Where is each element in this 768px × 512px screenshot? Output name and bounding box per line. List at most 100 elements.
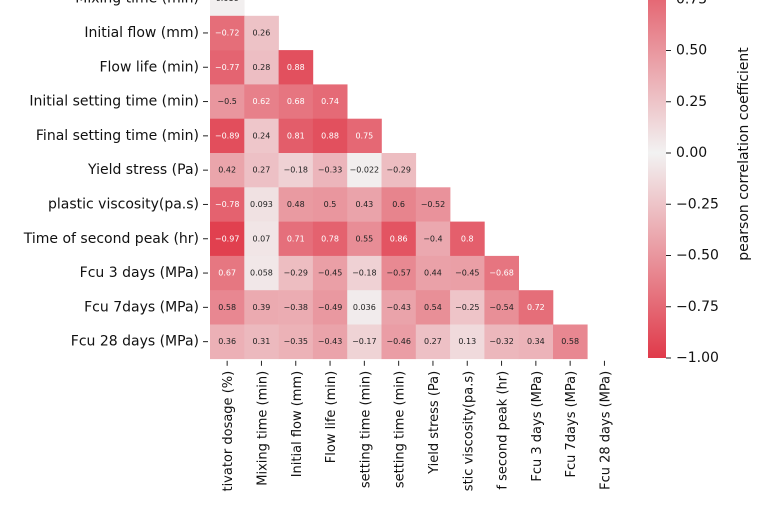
heatmap-cell xyxy=(450,290,485,325)
cell-value-label: −0.4 xyxy=(423,234,442,243)
heatmap-cell xyxy=(278,187,314,222)
heatmap-cell xyxy=(278,290,314,325)
heatmap-cell xyxy=(278,153,314,188)
heatmap-cell xyxy=(450,255,485,291)
cell-value-label: −0.25 xyxy=(455,303,480,312)
heatmap-cell xyxy=(484,255,519,291)
cell-value-label: 0.86 xyxy=(390,234,408,243)
heatmap-cell xyxy=(210,118,245,154)
cell-value-label: −0.32 xyxy=(489,337,514,346)
heatmap-cell xyxy=(244,84,279,119)
column-label: Yield stress (Pa) xyxy=(427,371,442,475)
cell-value-label: 0.036 xyxy=(353,303,376,312)
column-label: Fcu 28 days (MPa) xyxy=(598,371,613,490)
column-label: tivator dosage (%) xyxy=(221,371,236,492)
column-label: stic viscosity(pa.s) xyxy=(461,371,476,491)
cell-value-label: 0.81 xyxy=(287,131,305,140)
heatmap-cell xyxy=(312,84,348,119)
cell-value-label: −0.33 xyxy=(318,166,343,175)
heatmap-cell xyxy=(381,221,417,257)
heatmap-cell xyxy=(415,324,451,360)
cell-value-label: 0.43 xyxy=(355,200,373,209)
heatmap-cell xyxy=(347,290,382,325)
cell-value-label: −0.43 xyxy=(318,337,343,346)
cell-value-label: 0.07 xyxy=(253,234,271,243)
cell-value-label: 0.26 xyxy=(253,28,271,37)
heatmap-cell xyxy=(347,118,382,154)
cell-value-label: 0.62 xyxy=(253,97,271,106)
row-label: plastic viscosity(pa.s) xyxy=(48,196,199,212)
heatmap-cell xyxy=(312,153,348,188)
heatmap-cell xyxy=(278,324,314,360)
row-label: Time of second peak (hr) xyxy=(23,231,199,247)
row-label: Fcu 28 days (MPa) xyxy=(71,334,199,350)
row-label: Fcu 7days (MPa) xyxy=(84,299,199,315)
cell-value-label: −0.45 xyxy=(318,269,343,278)
column-label: Fcu 3 days (MPa) xyxy=(530,371,545,482)
column-label: Flow life (min) xyxy=(324,371,339,463)
heatmap-cell xyxy=(381,290,417,325)
cell-value-label: 0.31 xyxy=(253,337,271,346)
cell-value-label: 0.88 xyxy=(321,131,339,140)
cell-value-label: −0.89 xyxy=(215,131,240,140)
cell-value-label: −0.45 xyxy=(455,269,480,278)
heatmap-cell xyxy=(450,324,485,360)
column-label: Fcu 7days (MPa) xyxy=(564,371,579,478)
heatmap-cell xyxy=(244,187,279,222)
heatmap-cell xyxy=(518,324,554,360)
heatmap-cell xyxy=(381,255,417,291)
cell-value-label: −0.17 xyxy=(352,337,377,346)
colorbar-label: pearson correlation coefficient xyxy=(736,47,752,261)
heatmap-cell xyxy=(347,324,382,360)
heatmap-cell xyxy=(312,221,348,257)
column-label: Initial flow (mm) xyxy=(290,371,305,477)
heatmap-cell xyxy=(347,255,382,291)
column-label: setting time (min) xyxy=(393,371,408,488)
colorbar-tick-label: 0.25 xyxy=(676,94,707,110)
heatmap-cell xyxy=(312,118,348,154)
heatmap-cell xyxy=(381,324,417,360)
heatmap-cell xyxy=(210,15,245,51)
row-label: Fcu 3 days (MPa) xyxy=(80,265,199,281)
heatmap-cell xyxy=(278,118,314,154)
cell-value-label: 0.48 xyxy=(287,200,305,209)
row-label: Mixing time (min) xyxy=(75,0,199,7)
row-label: Initial setting time (min) xyxy=(29,94,199,110)
cell-value-label: 0.88 xyxy=(287,63,305,72)
cell-value-label: 0.28 xyxy=(253,63,271,72)
cell-value-label: 0.71 xyxy=(287,234,305,243)
heatmap-cell xyxy=(244,118,279,154)
heatmap-cells: 0.016 −0.72 0.26 −0.77 0.28 0.88 −0.5 0.62 0.68 0… xyxy=(210,0,588,360)
cell-value-label: −0.78 xyxy=(215,200,240,209)
heatmap-cell xyxy=(415,221,451,257)
heatmap-cell xyxy=(484,324,519,360)
colorbar-tick-label: 0.75 xyxy=(676,0,707,7)
cell-value-label: −0.57 xyxy=(386,269,411,278)
colorbar-tick-label: −0.50 xyxy=(676,248,719,264)
heatmap-cell xyxy=(415,187,451,222)
cell-value-label: 0.39 xyxy=(253,303,271,312)
heatmap-cell xyxy=(210,255,245,291)
cell-value-label: 0.13 xyxy=(458,337,476,346)
cell-value-label: −0.49 xyxy=(318,303,343,312)
heatmap-cell xyxy=(347,187,382,222)
column-label: Mixing time (min) xyxy=(255,371,270,486)
cell-value-label: 0.74 xyxy=(321,97,339,106)
colorbar: 0.75 0.50 0.25 0.00 −0.25 −0.50 −0.75 −1.00 pea… xyxy=(648,0,752,366)
cell-value-label: 0.6 xyxy=(392,200,405,209)
heatmap-cell xyxy=(347,221,382,257)
heatmap-cell xyxy=(244,221,279,257)
row-label: Final setting time (min) xyxy=(36,128,199,144)
cell-value-label: −0.022 xyxy=(350,166,380,175)
heatmap-cell xyxy=(415,255,451,291)
cell-value-label: −0.5 xyxy=(217,97,236,106)
heatmap-cell xyxy=(244,255,279,291)
heatmap-cell xyxy=(415,290,451,325)
cell-value-label: −0.77 xyxy=(215,63,240,72)
colorbar-ticks: 0.75 0.50 0.25 0.00 −0.25 −0.50 −0.75 −1.00 xyxy=(666,0,719,366)
heatmap-cell xyxy=(210,0,245,17)
cell-value-label: −0.18 xyxy=(352,269,377,278)
cell-value-label: −0.97 xyxy=(215,234,240,243)
colorbar-tick-label: 0.50 xyxy=(676,43,707,59)
cell-value-label: 0.58 xyxy=(561,337,579,346)
